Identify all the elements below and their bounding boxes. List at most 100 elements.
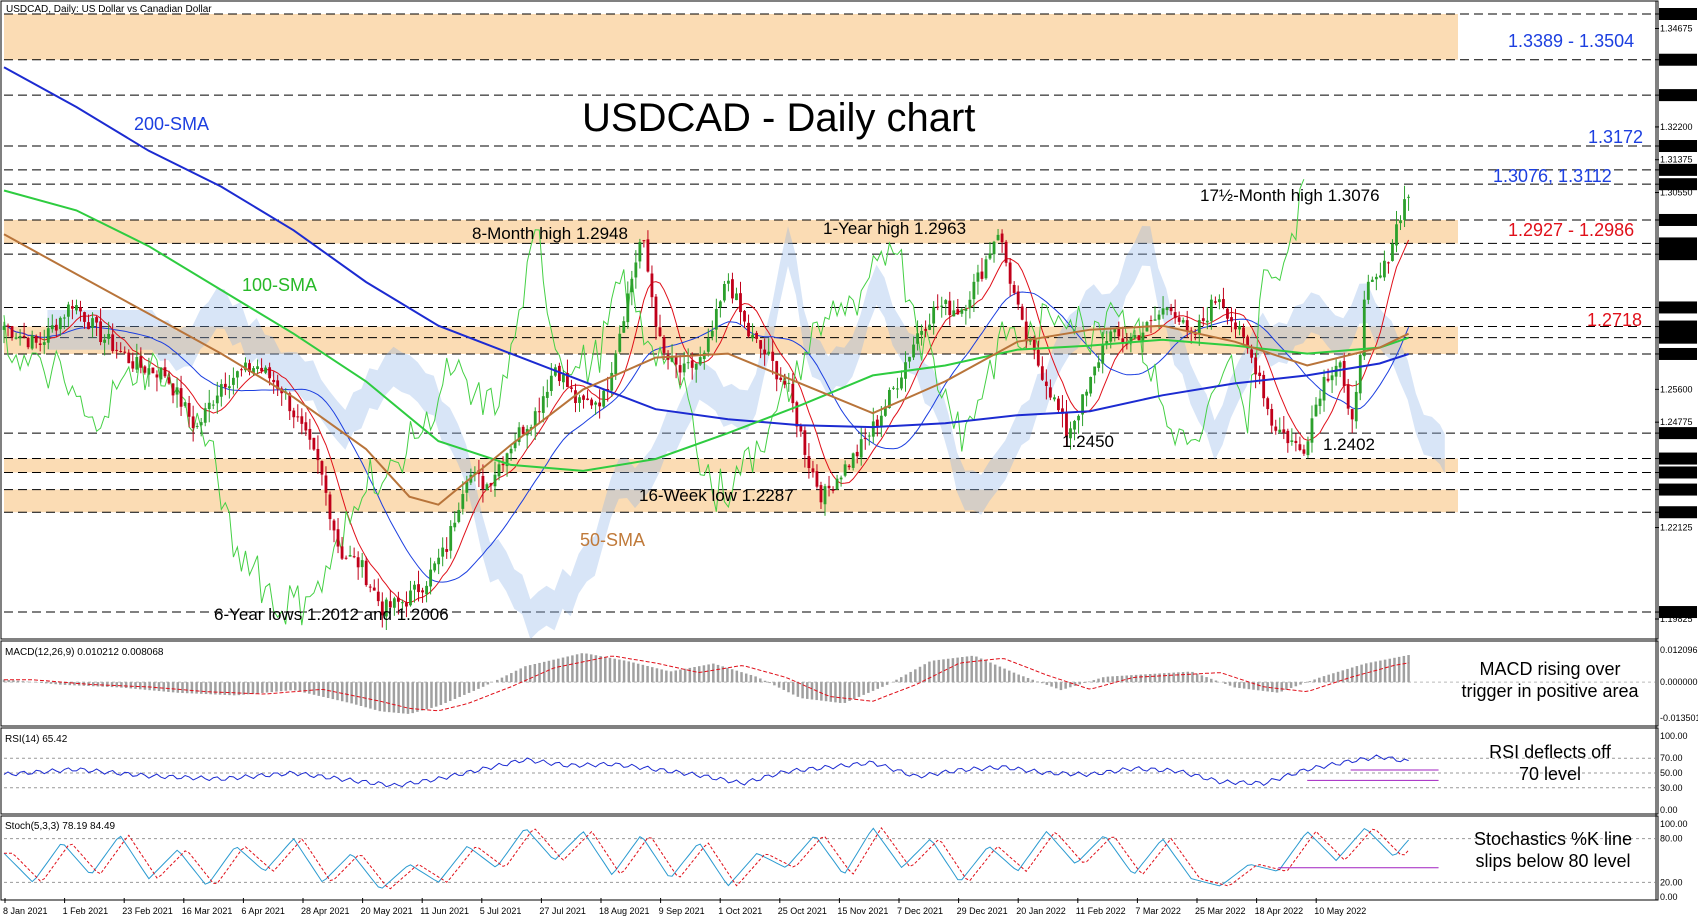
- candle-body-257: [1036, 349, 1040, 366]
- candle-body-140: [566, 373, 569, 388]
- candle-body-0: [2, 325, 6, 330]
- candle-body-336: [1354, 391, 1358, 422]
- price-tick-box-19: [1659, 427, 1697, 440]
- candle-body-223: [900, 377, 903, 389]
- candle-body-102: [413, 584, 416, 590]
- candle-body-100: [405, 602, 408, 607]
- candle-body-337: [1358, 354, 1362, 394]
- candle-body-231: [932, 306, 936, 324]
- macd-signal-line: [4, 655, 1409, 712]
- candle-body-48: [195, 425, 199, 427]
- candle-body-146: [590, 399, 593, 406]
- price-tick-box-23: [1659, 506, 1697, 519]
- candle-body-179: [722, 284, 726, 301]
- rsi-annotation: RSI deflects off 70 level: [1489, 742, 1612, 784]
- candle-body-115: [465, 481, 469, 493]
- price-tick-label-26: 1.19825: [1660, 614, 1693, 624]
- candle-body-159: [642, 240, 646, 242]
- candle-body-346: [1395, 224, 1398, 246]
- candle-body-81: [328, 494, 332, 520]
- rsi-layer: 100.00 70.00 50.00 30.00 0.00: [3, 731, 1688, 815]
- candle-body-198: [799, 425, 803, 432]
- candle-body-206: [831, 489, 835, 491]
- price-tick-box-13: [1659, 301, 1697, 314]
- candle-body-60: [244, 362, 247, 371]
- candle-body-334: [1346, 384, 1350, 409]
- candle-body-105: [425, 585, 428, 595]
- candle-body-86: [348, 555, 352, 557]
- candle-body-324: [1306, 441, 1310, 456]
- stoch-pane-title: Stoch(5,3,3) 78.19 84.49: [5, 821, 116, 832]
- candle-body-213: [859, 439, 863, 458]
- resistance-support-zone-3: [4, 458, 1458, 473]
- candle-body-302: [1218, 299, 1221, 303]
- stoch-tick-label-2: 20.00: [1660, 877, 1683, 887]
- macd-pane-frame: [0, 640, 1659, 727]
- candle-body-12: [50, 325, 54, 330]
- candle-body-74: [300, 416, 304, 424]
- macd-tick-label-1: 0.000000: [1660, 677, 1698, 687]
- stoch-k-line: [3, 827, 1409, 889]
- candle-body-229: [924, 329, 928, 331]
- price-tick-label-7: 1.31120: [1660, 165, 1692, 175]
- candle-body-230: [928, 324, 932, 330]
- candle-body-33: [135, 357, 139, 370]
- resistance-support-zone-4: [4, 489, 1458, 513]
- candle-body-73: [296, 416, 300, 418]
- candle-body-309: [1246, 336, 1249, 349]
- candle-body-25: [103, 339, 107, 343]
- candle-body-139: [562, 374, 565, 383]
- candle-body-227: [916, 333, 919, 344]
- candle-body-339: [1366, 281, 1370, 300]
- candle-body-244: [984, 259, 988, 279]
- candle-body-330: [1330, 375, 1334, 381]
- price-tick-box-10: [1659, 213, 1697, 226]
- candle-body-9: [38, 343, 42, 345]
- annot-6-year-lows: 6-Year lows 1.2012 and 1.2006: [214, 605, 449, 624]
- level-label-13172: 1.3172: [1588, 127, 1643, 147]
- price-tick-box-14: [1659, 320, 1697, 333]
- candle-body-195: [787, 382, 791, 384]
- label-200-sma: 200-SMA: [134, 114, 209, 134]
- candle-body-96: [388, 601, 392, 608]
- candle-body-276: [1113, 328, 1117, 333]
- candle-body-254: [1024, 321, 1028, 342]
- candle-body-293: [1181, 320, 1185, 323]
- candle-body-196: [791, 383, 795, 404]
- candle-body-85: [344, 557, 348, 559]
- macd-annotation-line-2: trigger in positive area: [1461, 681, 1639, 701]
- candle-body-164: [662, 337, 666, 353]
- candle-body-110: [445, 549, 449, 552]
- rsi-pane-title: RSI(14) 65.42: [5, 734, 68, 745]
- candle-body-176: [710, 330, 714, 337]
- candle-body-111: [449, 526, 453, 551]
- time-tick-label-13: 25 Oct 2021: [778, 906, 827, 916]
- candle-body-169: [682, 363, 686, 373]
- price-tick-box-21: [1659, 466, 1697, 479]
- label-50-sma: 50-SMA: [580, 530, 645, 550]
- candle-body-76: [308, 428, 312, 440]
- time-tick-label-21: 18 Apr 2022: [1255, 906, 1304, 916]
- candle-body-39: [159, 367, 163, 380]
- 100-sma-line: [3, 189, 1409, 472]
- candle-body-301: [1213, 301, 1217, 303]
- sma-lines-layer: [3, 66, 1410, 506]
- candle-body-147: [594, 402, 598, 405]
- candle-body-184: [743, 310, 746, 322]
- candle-body-101: [409, 590, 412, 606]
- price-tick-box-25: [1659, 606, 1697, 619]
- level-label-13076-13112: 1.3076, 1.3112: [1493, 166, 1612, 186]
- candle-body-208: [839, 477, 843, 480]
- candle-body-294: [1185, 320, 1189, 332]
- candle-body-201: [811, 468, 815, 473]
- price-tick-box-2: [1659, 53, 1697, 66]
- candle-body-314: [1266, 398, 1270, 410]
- candle-body-148: [598, 402, 602, 407]
- candle-body-132: [533, 411, 537, 427]
- candle-body-216: [871, 421, 875, 437]
- candle-body-46: [187, 402, 191, 417]
- price-tick-label-6: 1.31375: [1660, 155, 1693, 165]
- candle-body-308: [1242, 327, 1245, 337]
- time-tick-label-7: 11 Jun 2021: [420, 906, 469, 916]
- candle-body-256: [1032, 339, 1036, 351]
